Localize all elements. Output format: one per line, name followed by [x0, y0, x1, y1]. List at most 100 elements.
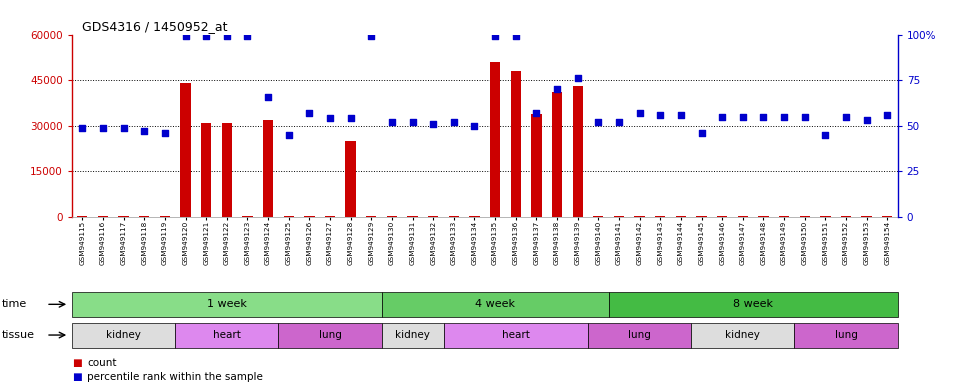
Point: [425, 121, 441, 127]
Point: [570, 75, 586, 81]
Bar: [72, 323, 175, 348]
Point: [488, 33, 503, 40]
Bar: [552, 92, 563, 217]
Bar: [428, 216, 439, 217]
Bar: [382, 292, 609, 317]
Bar: [758, 216, 769, 217]
Bar: [387, 216, 397, 217]
Text: tissue: tissue: [2, 330, 35, 340]
Bar: [635, 216, 645, 217]
Text: lung: lung: [319, 330, 342, 340]
Point: [508, 33, 523, 40]
Point: [797, 114, 812, 120]
Point: [529, 110, 544, 116]
Text: ■: ■: [72, 372, 82, 382]
Point: [157, 130, 173, 136]
Bar: [366, 216, 376, 217]
Point: [75, 124, 90, 131]
Bar: [861, 216, 872, 217]
Bar: [841, 216, 852, 217]
Bar: [469, 216, 480, 217]
Point: [384, 119, 399, 125]
Text: heart: heart: [213, 330, 241, 340]
Point: [777, 114, 792, 120]
Bar: [407, 216, 418, 217]
Point: [323, 116, 338, 122]
Point: [590, 119, 606, 125]
Bar: [820, 216, 830, 217]
Bar: [382, 323, 444, 348]
Point: [467, 123, 482, 129]
Text: GDS4316 / 1450952_at: GDS4316 / 1450952_at: [82, 20, 228, 33]
Point: [879, 112, 895, 118]
Text: kidney: kidney: [726, 330, 760, 340]
Point: [838, 114, 853, 120]
Text: percentile rank within the sample: percentile rank within the sample: [87, 372, 263, 382]
Point: [694, 130, 709, 136]
Bar: [588, 323, 691, 348]
Bar: [263, 120, 274, 217]
Bar: [531, 114, 541, 217]
Bar: [800, 216, 810, 217]
Bar: [655, 216, 665, 217]
Bar: [691, 323, 795, 348]
Bar: [572, 86, 583, 217]
Bar: [175, 323, 278, 348]
Bar: [737, 216, 748, 217]
Bar: [278, 323, 381, 348]
Point: [343, 116, 358, 122]
Bar: [118, 216, 129, 217]
Bar: [139, 216, 150, 217]
Bar: [511, 71, 521, 217]
Point: [735, 114, 751, 120]
Text: kidney: kidney: [396, 330, 430, 340]
Point: [549, 86, 564, 93]
Bar: [159, 216, 170, 217]
Point: [260, 94, 276, 100]
Bar: [346, 141, 356, 217]
Point: [714, 114, 730, 120]
Bar: [490, 62, 500, 217]
Bar: [222, 123, 232, 217]
Point: [673, 112, 688, 118]
Bar: [242, 216, 252, 217]
Text: 4 week: 4 week: [475, 299, 516, 310]
Bar: [324, 216, 335, 217]
Point: [612, 119, 627, 125]
Point: [240, 33, 255, 40]
Point: [756, 114, 771, 120]
Text: 8 week: 8 week: [733, 299, 773, 310]
Bar: [444, 323, 588, 348]
Text: kidney: kidney: [107, 330, 141, 340]
Bar: [882, 216, 893, 217]
Text: lung: lung: [628, 330, 651, 340]
Bar: [201, 123, 211, 217]
Bar: [613, 216, 624, 217]
Bar: [593, 216, 604, 217]
Point: [818, 132, 833, 138]
Bar: [77, 216, 87, 217]
Text: lung: lung: [834, 330, 857, 340]
Point: [446, 119, 462, 125]
Bar: [304, 216, 315, 217]
Point: [405, 119, 420, 125]
Point: [301, 110, 317, 116]
Bar: [779, 216, 789, 217]
Text: count: count: [87, 358, 117, 368]
Bar: [180, 83, 191, 217]
Point: [219, 33, 234, 40]
Point: [364, 33, 379, 40]
Bar: [448, 216, 459, 217]
Point: [281, 132, 297, 138]
Point: [632, 110, 647, 116]
Point: [859, 117, 875, 123]
Text: time: time: [2, 299, 27, 310]
Bar: [283, 216, 294, 217]
Bar: [609, 292, 898, 317]
Text: 1 week: 1 week: [206, 299, 247, 310]
Point: [178, 33, 193, 40]
Bar: [98, 216, 108, 217]
Text: heart: heart: [502, 330, 530, 340]
Bar: [72, 292, 382, 317]
Point: [95, 124, 110, 131]
